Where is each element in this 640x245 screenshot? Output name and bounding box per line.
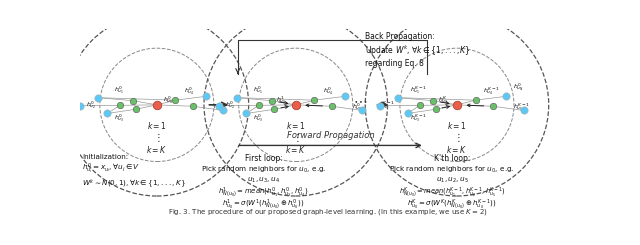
Text: $h^{K-1}_{u_3}$: $h^{K-1}_{u_3}$ [410,113,427,124]
Text: $h^{K-1}_{u_2}$: $h^{K-1}_{u_2}$ [378,100,395,111]
Point [128,99,138,103]
Point [375,104,385,108]
Text: $k = K$: $k = K$ [285,144,307,155]
Point [188,104,198,108]
Text: $\vdots$: $\vdots$ [153,131,161,144]
Point [403,111,413,115]
Text: $h^1_{N(u_0)} = mean(h^0_{u_1}, h^0_{u_3}, h^0_{u_4})$: $h^1_{N(u_0)} = mean(h^0_{u_1}, h^0_{u_3… [218,185,308,199]
Point [518,109,529,112]
Text: $h^K_{N(u_0)} = mean(h^{K-1}_{u_1}, h^{K-1}_{u_2}, h^{K-1}_{u_5})$: $h^K_{N(u_0)} = mean(h^{K-1}_{u_1}, h^{K… [399,185,506,199]
Point [253,103,264,107]
Text: Initialization:
$h^0_{u_i} = x_{u_i}, \forall u_i \in V$
$W^k \sim N(0,1), \fora: Initialization: $h^0_{u_i} = x_{u_i}, \f… [83,154,186,190]
Point [115,103,125,107]
Text: $u_1, u_3, u_4$: $u_1, u_3, u_4$ [247,176,280,185]
Text: Forward Propagation: Forward Propagation [287,131,374,140]
Text: $h^0_{u_1}$: $h^0_{u_1}$ [114,85,124,96]
Text: Pick random neighbors for $u_0$, e.g.: Pick random neighbors for $u_0$, e.g. [389,165,515,175]
Point [102,111,113,115]
Point [291,103,301,107]
Point [93,96,103,100]
Text: $h^0_{u_2}$: $h^0_{u_2}$ [225,100,235,111]
Point [218,109,228,112]
Point [267,99,277,103]
Point [241,111,252,115]
Text: $h^0_{u_1}$: $h^0_{u_1}$ [253,85,263,96]
Point [415,103,425,107]
Text: $h^{K-1}_{u_1}$: $h^{K-1}_{u_1}$ [410,85,427,96]
Point [431,107,441,111]
Text: $\vdots$: $\vdots$ [453,131,461,144]
Text: $h^0_{u_5}$: $h^0_{u_5}$ [352,101,363,113]
Text: $k = K$: $k = K$ [446,144,468,155]
Point [340,94,350,98]
Text: $h^0_{u_4}$: $h^0_{u_4}$ [323,86,333,97]
Point [201,94,211,98]
Point [488,104,498,108]
Text: $h^0_{u_4}$: $h^0_{u_4}$ [184,86,195,97]
Point [309,98,319,102]
Text: $h^0_{u_N}$: $h^0_{u_N}$ [513,82,524,93]
Text: $h^K_{u_0}$: $h^K_{u_0}$ [438,95,448,106]
Text: $h^{K-1}_{u_5}$: $h^{K-1}_{u_5}$ [513,101,530,113]
Point [452,103,462,107]
Text: $k = K$: $k = K$ [147,144,168,155]
Point [428,99,438,103]
Point [269,107,280,111]
Point [170,98,180,102]
Text: $h^0_{u_3}$: $h^0_{u_3}$ [253,113,264,124]
Text: Pick random neighbors for $u_0$, e.g.: Pick random neighbors for $u_0$, e.g. [201,165,326,175]
Text: $\vdots$: $\vdots$ [292,131,300,144]
Point [470,98,481,102]
Text: $h^K_{u_0} = \sigma(W^K(h^K_{N(u_0)} \oplus h^{K-1}_{u_0}))$: $h^K_{u_0} = \sigma(W^K(h^K_{N(u_0)} \op… [407,197,497,211]
Text: $\cdots$: $\cdots$ [353,93,367,107]
Text: $h^{K-1}_{u_4}$: $h^{K-1}_{u_4}$ [483,86,500,97]
Text: $k = 1$: $k = 1$ [147,120,167,131]
Text: $k = 1$: $k = 1$ [286,120,306,131]
Text: $h^0_{u_5}$: $h^0_{u_5}$ [213,101,224,113]
Point [232,96,242,100]
Point [357,109,367,112]
Point [501,94,511,98]
Text: $u_1, u_2, u_5$: $u_1, u_2, u_5$ [436,176,468,185]
Text: $h^0_{u_0}$: $h^0_{u_0}$ [163,95,173,106]
Text: Back Propagation:
Update $W^k$, $\forall k \in \{1,...,K\}$
regarding Eq. 8: Back Propagation: Update $W^k$, $\forall… [365,32,471,68]
Text: K'th loop:: K'th loop: [434,154,470,163]
Text: $h^0_{u_2}$: $h^0_{u_2}$ [86,100,96,111]
Text: First loop:: First loop: [244,154,282,163]
Point [152,103,162,107]
Text: $h^1_{u_0} = \sigma(W^1(h^1_{N(u_0)} \oplus h^0_{u_0}))$: $h^1_{u_0} = \sigma(W^1(h^1_{N(u_0)} \op… [222,197,305,211]
Text: Fig. 3. The procedure of our proposed graph-level learning. (In this example, we: Fig. 3. The procedure of our proposed gr… [168,207,488,217]
Point [131,107,141,111]
Text: $h^0_{u_3}$: $h^0_{u_3}$ [115,113,125,124]
Point [393,96,403,100]
Point [326,104,337,108]
Point [214,104,224,108]
Point [75,104,85,108]
Text: $k = 1$: $k = 1$ [447,120,467,131]
Text: $h^1_{u_0}$: $h^1_{u_0}$ [276,95,286,106]
